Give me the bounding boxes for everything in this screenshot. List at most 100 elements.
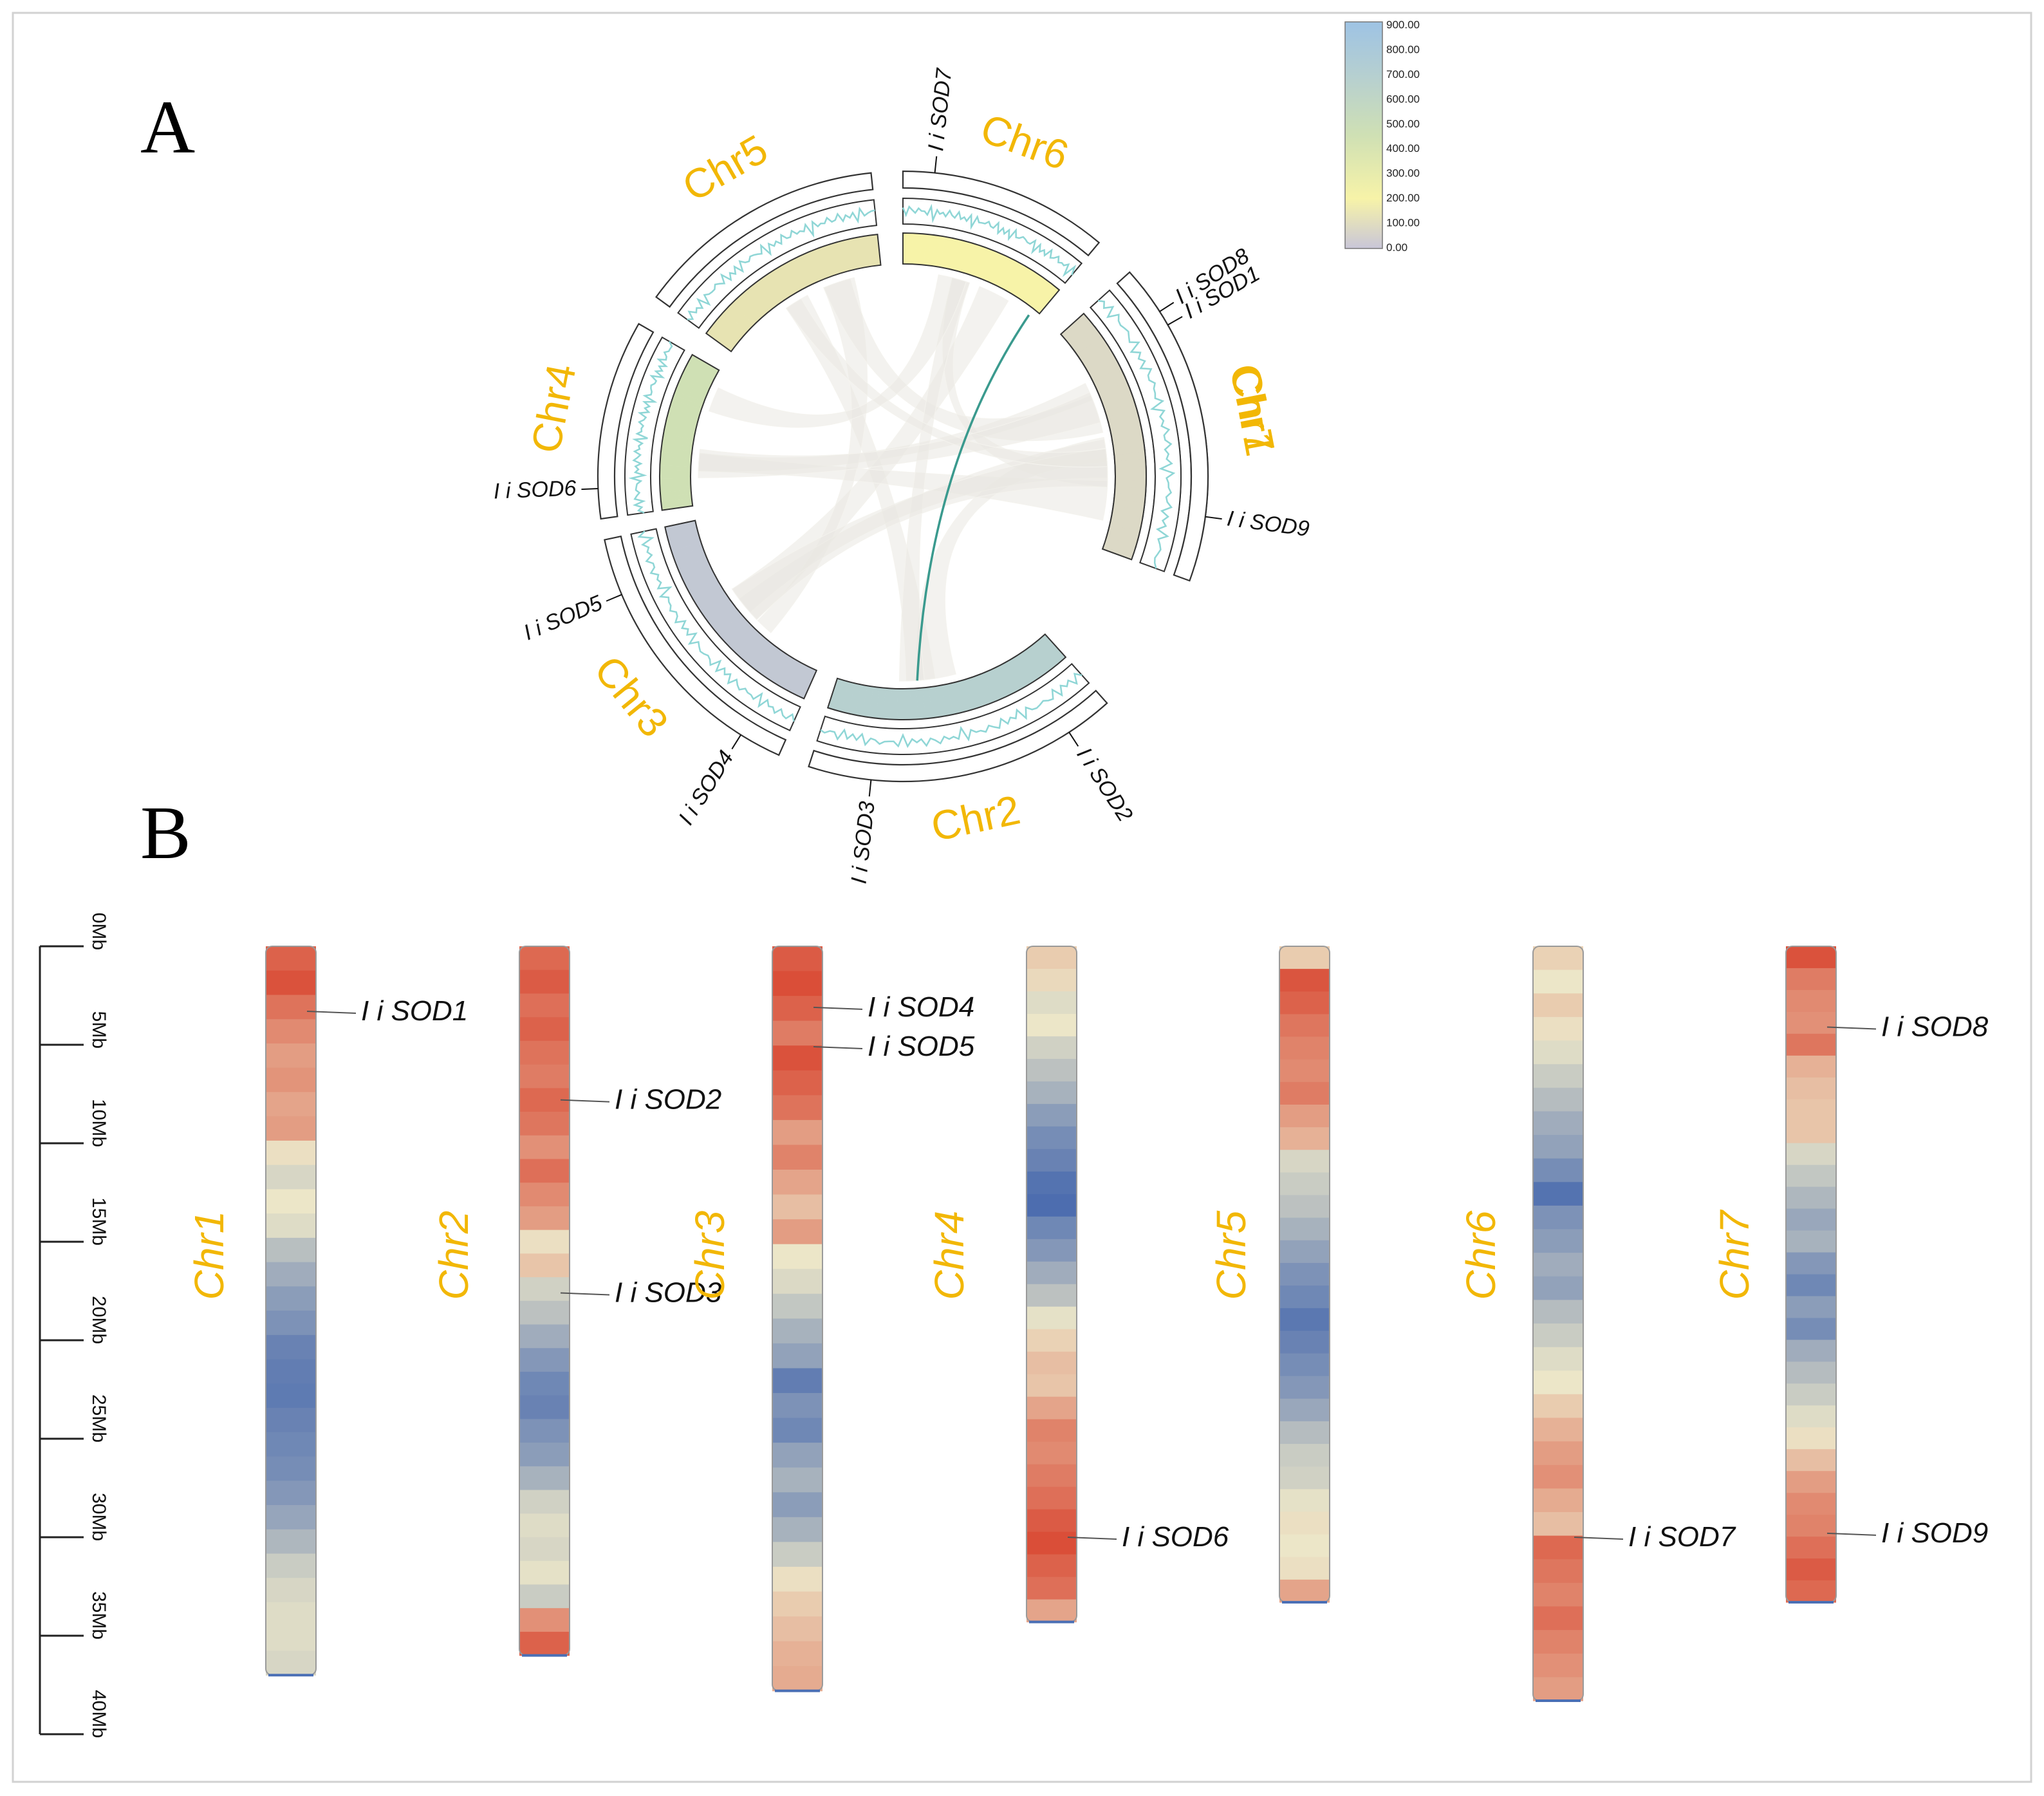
- density-band: [772, 1566, 822, 1593]
- density-band: [1786, 1208, 1836, 1231]
- density-segment: [979, 249, 996, 280]
- density-band: [266, 1286, 316, 1311]
- density-band: [1279, 1444, 1330, 1467]
- density-segment: [919, 234, 927, 265]
- density-segment: [730, 626, 757, 653]
- density-band: [1786, 1186, 1836, 1210]
- map-gene-label: I i SOD6: [1122, 1521, 1229, 1553]
- density-segment: [695, 587, 725, 609]
- chromosome-bar-chr7: Chr7 I i SOD8 I i SOD9: [1711, 946, 1989, 1604]
- density-segment: [669, 536, 701, 552]
- density-segment: [916, 688, 926, 720]
- density-segment: [740, 292, 765, 319]
- density-band: [266, 1189, 316, 1214]
- map-gene-label: I i SOD2: [615, 1084, 721, 1116]
- density-segment: [1040, 634, 1066, 662]
- density-band: [1279, 1331, 1330, 1354]
- gene-position-line: [1574, 1537, 1624, 1540]
- density-band: [1786, 1296, 1836, 1319]
- density-segment: [665, 416, 698, 429]
- density-segment: [952, 681, 967, 713]
- density-segment: [988, 668, 1007, 700]
- gc-content-line: [1097, 299, 1176, 569]
- density-band: [1279, 1421, 1330, 1445]
- density-band: [1279, 1059, 1330, 1083]
- density-segment: [1020, 650, 1044, 679]
- density-segment: [745, 637, 770, 666]
- density-band: [266, 1043, 316, 1069]
- density-segment: [718, 614, 745, 639]
- synteny-links: [698, 274, 1108, 682]
- density-segment: [1030, 642, 1055, 671]
- density-segment: [1110, 518, 1142, 532]
- gc-track-outline: [677, 199, 878, 329]
- density-segment: [676, 382, 707, 398]
- density-segment: [1102, 395, 1135, 411]
- density-segment: [709, 605, 738, 630]
- density-segment: [660, 469, 691, 475]
- gene-position-line: [1067, 1537, 1117, 1540]
- density-segment: [839, 240, 852, 272]
- density-band: [266, 1578, 316, 1603]
- density-segment: [971, 246, 987, 277]
- density-segment: [828, 243, 842, 275]
- density-segment: [1108, 415, 1140, 430]
- density-band: [1786, 1230, 1836, 1253]
- density-band: [266, 1262, 316, 1287]
- circos-chr-label: Chr2: [927, 786, 1025, 850]
- gc-content-line: [902, 203, 1077, 277]
- density-segment: [660, 486, 691, 492]
- density-band: [266, 1359, 316, 1384]
- density-segment: [668, 407, 700, 421]
- density-segment: [706, 328, 734, 352]
- circos-gene-tick: [1159, 302, 1175, 312]
- density-band: [266, 1213, 316, 1239]
- circos-gene-label: I i SOD3: [847, 800, 880, 885]
- density-band: [519, 1064, 570, 1089]
- density-band: [519, 1560, 570, 1586]
- map-chr-label: Chr5: [1208, 1210, 1254, 1300]
- density-band: [1279, 991, 1330, 1015]
- density-segment: [1026, 278, 1048, 306]
- density-segment: [660, 478, 691, 483]
- density-segment: [903, 233, 908, 265]
- density-segment: [673, 547, 705, 564]
- density-segment: [781, 263, 801, 293]
- density-segment: [965, 677, 981, 709]
- chromosome-bar-chr3: Chr3 I i SOD4 I i SOD5: [687, 946, 975, 1692]
- legend-tick-label: 200.00: [1386, 192, 1420, 204]
- density-segment: [724, 307, 750, 333]
- density-band: [1533, 1205, 1583, 1230]
- density-segment: [928, 686, 940, 718]
- density-segment: [993, 666, 1014, 697]
- density-band: [1279, 1489, 1330, 1513]
- density-band: [1027, 968, 1077, 992]
- density-track-outline: [826, 633, 1067, 720]
- gc-content-line: [820, 673, 1082, 749]
- density-band: [1533, 1229, 1583, 1253]
- density-band: [1027, 1576, 1077, 1600]
- density-segment: [947, 682, 961, 715]
- density-band: [519, 1017, 570, 1042]
- density-segment: [1061, 313, 1089, 339]
- density-band: [772, 1194, 822, 1220]
- panel-letter-a: A: [140, 85, 195, 169]
- density-segment: [935, 236, 945, 268]
- density-band: [1533, 1182, 1583, 1206]
- density-segment: [1023, 276, 1045, 304]
- circos-gene-tick: [934, 156, 938, 173]
- density-segment: [659, 474, 691, 480]
- density-band: [1786, 1143, 1836, 1166]
- density-segment: [739, 634, 765, 662]
- synteny-ribbon: [698, 391, 1101, 478]
- density-segment: [683, 366, 714, 384]
- density-segment: [765, 651, 788, 681]
- density-segment: [660, 498, 692, 506]
- density-segment: [660, 465, 691, 471]
- density-band: [772, 996, 822, 1022]
- density-band: [266, 1237, 316, 1263]
- density-band: [1533, 1158, 1583, 1183]
- chromosome-ideogram: [604, 535, 787, 756]
- density-segment: [1005, 263, 1025, 293]
- density-segment: [663, 429, 695, 440]
